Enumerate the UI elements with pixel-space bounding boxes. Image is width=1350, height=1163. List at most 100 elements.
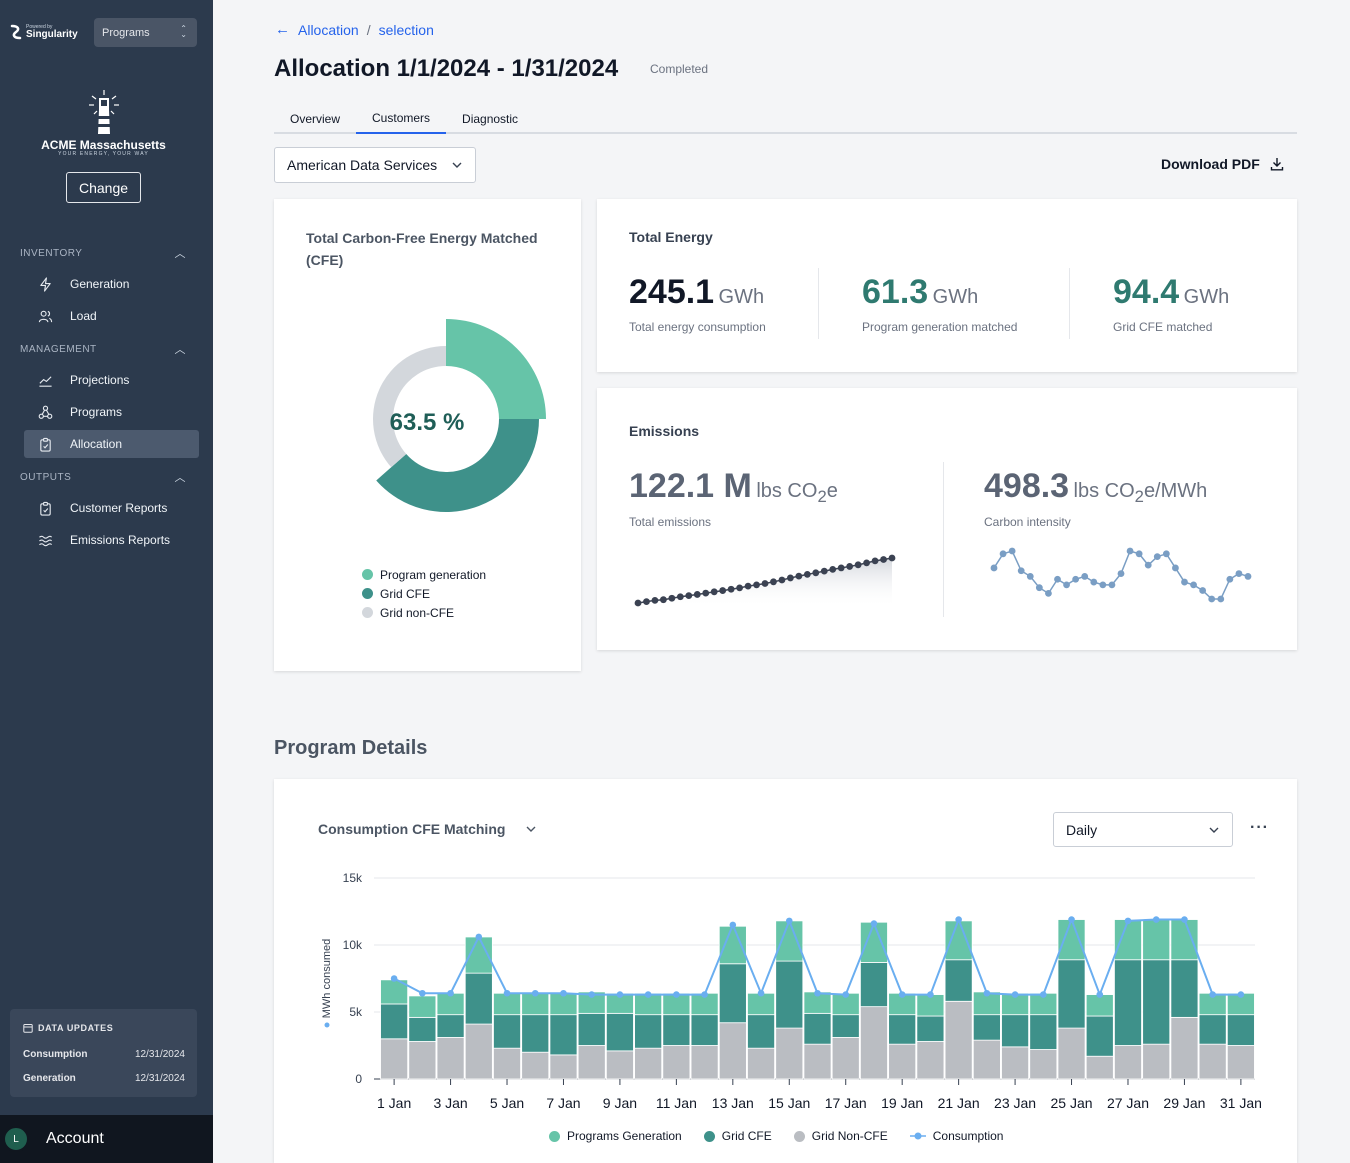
consumption-point[interactable] — [1209, 991, 1216, 998]
consumption-point[interactable] — [616, 991, 624, 998]
consumption-point[interactable] — [814, 989, 821, 997]
bar-segment[interactable] — [1085, 1015, 1114, 1057]
bar-segment[interactable] — [775, 960, 804, 1029]
bar-segment[interactable] — [605, 1050, 634, 1080]
legend-item[interactable]: Programs Generation — [549, 1129, 682, 1143]
consumption-point[interactable] — [644, 991, 652, 998]
bar-segment[interactable] — [464, 972, 493, 1025]
bar-segment[interactable] — [1029, 1049, 1058, 1080]
bar-segment[interactable] — [493, 1047, 521, 1080]
consumption-point[interactable] — [842, 991, 850, 998]
bar-segment[interactable] — [577, 1012, 606, 1046]
consumption-point[interactable] — [983, 989, 991, 997]
bar-segment[interactable] — [1226, 1014, 1255, 1046]
consumption-point[interactable] — [1096, 991, 1104, 998]
consumption-point[interactable] — [927, 991, 934, 998]
sidebar-item-allocation[interactable]: Allocation — [24, 430, 199, 458]
bar-segment[interactable] — [549, 1014, 578, 1056]
bar-segment[interactable] — [972, 1039, 1001, 1080]
bar-segment[interactable] — [380, 1038, 409, 1080]
bar-segment[interactable] — [408, 1041, 437, 1080]
bar-segment[interactable] — [888, 1014, 917, 1045]
bar-segment[interactable] — [662, 1014, 691, 1046]
bar-segment[interactable] — [436, 1037, 465, 1080]
bar-segment[interactable] — [521, 1014, 550, 1053]
consumption-point[interactable] — [673, 991, 680, 998]
donut-slice[interactable] — [373, 346, 446, 468]
consumption-point[interactable] — [1068, 916, 1075, 923]
bar-segment[interactable] — [1114, 919, 1142, 961]
sidebar-item-emissions-reports[interactable]: Emissions Reports — [24, 526, 199, 554]
breadcrumb-current[interactable]: selection — [378, 21, 434, 38]
customer-select[interactable]: American Data Services — [274, 147, 476, 183]
change-company-button[interactable]: Change — [66, 172, 141, 203]
bar-segment[interactable] — [1142, 919, 1171, 961]
bar-segment[interactable] — [1198, 1014, 1227, 1045]
consumption-point[interactable] — [1181, 916, 1188, 923]
donut-slice[interactable] — [446, 319, 546, 419]
bar-segment[interactable] — [1170, 959, 1199, 1018]
bar-segment[interactable] — [1142, 1043, 1171, 1080]
account-menu[interactable]: L Account — [0, 1115, 213, 1163]
bar-segment[interactable] — [831, 1037, 860, 1080]
bar-segment[interactable] — [972, 1014, 1001, 1041]
bar-segment[interactable] — [747, 1047, 775, 1080]
bar-segment[interactable] — [888, 1043, 917, 1080]
consumption-point[interactable] — [870, 920, 878, 927]
bar-segment[interactable] — [464, 1023, 493, 1080]
bar-segment[interactable] — [1170, 1016, 1199, 1080]
bar-segment[interactable] — [662, 1045, 691, 1080]
bar-segment[interactable] — [634, 1014, 663, 1049]
bar-segment[interactable] — [803, 1043, 832, 1080]
bar-segment[interactable] — [1114, 959, 1142, 1046]
consumption-point[interactable] — [588, 991, 595, 998]
bar-segment[interactable] — [775, 920, 804, 962]
sidebar-item-projections[interactable]: Projections — [24, 366, 199, 394]
bar-segment[interactable] — [775, 1027, 804, 1080]
consumption-point[interactable] — [785, 917, 793, 925]
bar-segment[interactable] — [718, 1022, 747, 1080]
legend-item[interactable]: Grid Non-CFE — [793, 1129, 888, 1143]
program-select[interactable]: Programs ⌃ ⌄ — [94, 18, 197, 47]
bar-segment[interactable] — [408, 1016, 437, 1042]
consumption-point[interactable] — [898, 991, 906, 998]
consumption-point[interactable] — [955, 916, 962, 923]
donut-slice[interactable] — [376, 419, 539, 512]
bar-segment[interactable] — [803, 1012, 832, 1045]
chart-type-select[interactable]: Consumption CFE Matching — [318, 821, 537, 837]
section-management-header[interactable]: MANAGEMENT ︿ — [20, 341, 186, 357]
consumption-point[interactable] — [1011, 991, 1019, 998]
consumption-point[interactable] — [419, 989, 426, 997]
bar-segment[interactable] — [1142, 959, 1171, 1045]
bar-segment[interactable] — [549, 1054, 578, 1080]
bar-segment[interactable] — [605, 1012, 634, 1052]
bar-segment[interactable] — [1001, 1046, 1030, 1080]
consumption-point[interactable] — [1237, 991, 1245, 998]
bar-segment[interactable] — [944, 959, 973, 1002]
download-pdf-button[interactable]: Download PDF — [1161, 156, 1284, 172]
bar-segment[interactable] — [1057, 1027, 1086, 1080]
bar-segment[interactable] — [1114, 1045, 1142, 1080]
consumption-point[interactable] — [531, 989, 539, 997]
more-options-icon[interactable]: ··· — [1250, 819, 1269, 836]
legend-item[interactable]: Consumption — [909, 1129, 1003, 1143]
bar-segment[interactable] — [916, 1041, 945, 1080]
bar-segment[interactable] — [380, 1003, 409, 1040]
consumption-point[interactable] — [757, 989, 765, 997]
bar-segment[interactable] — [1198, 1043, 1227, 1080]
tab-overview[interactable]: Overview — [290, 112, 341, 126]
bar-segment[interactable] — [1085, 1055, 1114, 1080]
sidebar-item-customer-reports[interactable]: Customer Reports — [24, 494, 199, 522]
consumption-point[interactable] — [1040, 991, 1047, 998]
tab-customers[interactable]: Customers — [356, 104, 447, 134]
bar-segment[interactable] — [577, 1045, 606, 1080]
bar-segment[interactable] — [944, 920, 973, 961]
singularity-logo[interactable]: Powered by Singularity — [9, 24, 78, 40]
consumption-point[interactable] — [560, 989, 567, 997]
arrow-left-icon[interactable]: ← — [275, 21, 290, 38]
bar-segment[interactable] — [718, 925, 747, 965]
bar-segment[interactable] — [916, 1015, 945, 1042]
bar-segment[interactable] — [634, 1047, 663, 1080]
breadcrumb-parent-link[interactable]: Allocation — [298, 21, 359, 38]
interval-select[interactable]: Daily — [1053, 812, 1233, 847]
